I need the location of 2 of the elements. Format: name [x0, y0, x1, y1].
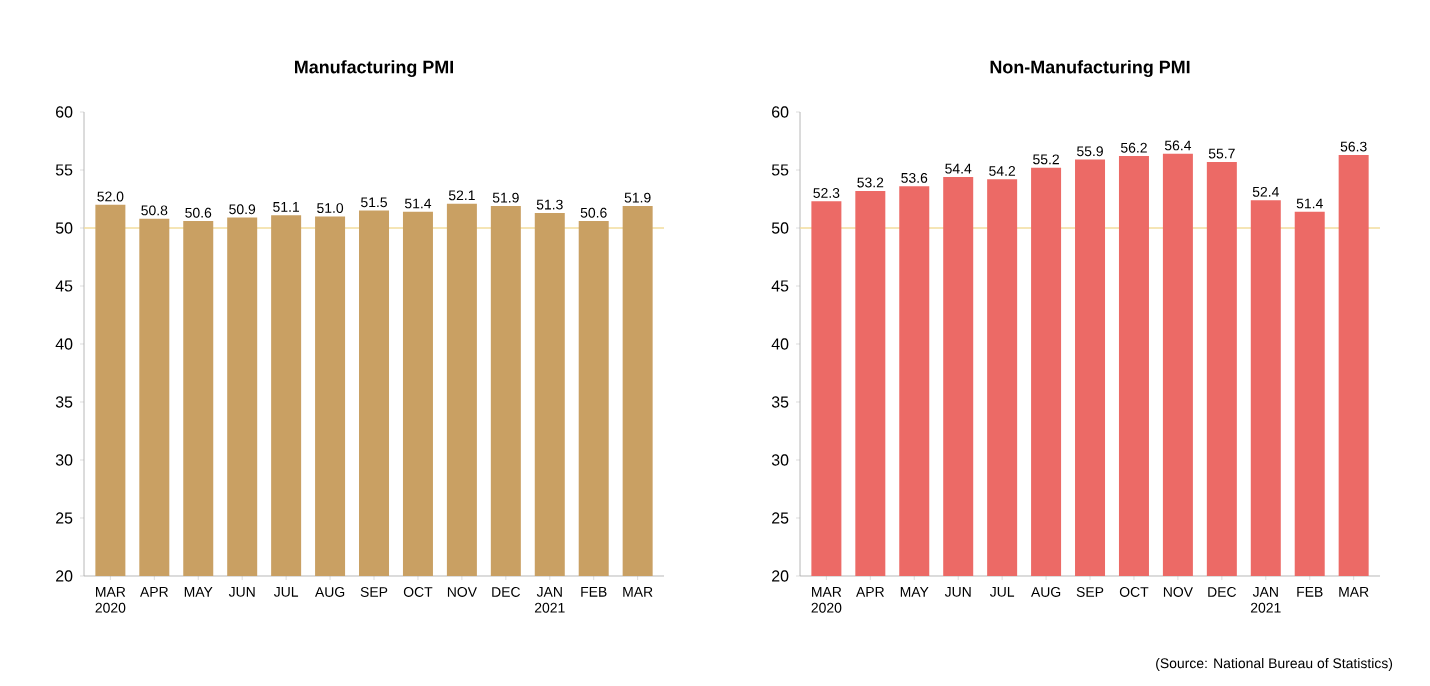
chart-title: Non-Manufacturing PMI: [990, 60, 1190, 78]
chart-title: Manufacturing PMI: [295, 60, 453, 78]
